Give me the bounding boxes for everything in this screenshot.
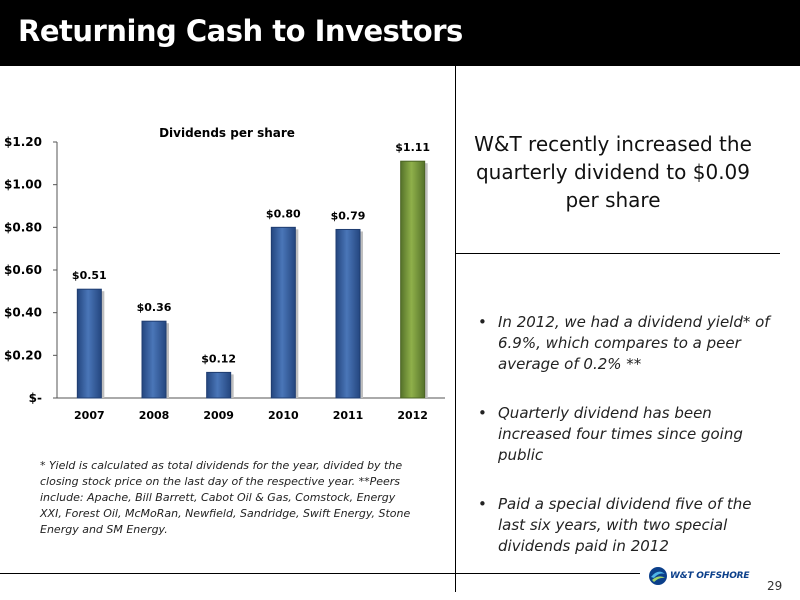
dividends-bar-chart: Dividends per share $- $0.20 $0.40 $0.60 $0.… bbox=[4, 126, 445, 422]
bullet-text: Quarterly dividend has been increased fo… bbox=[498, 404, 743, 464]
y-tick-label: $0.20 bbox=[4, 348, 42, 362]
bar-data-label: $0.80 bbox=[266, 207, 301, 220]
bullet-list: • In 2012, we had a dividend yield* of 6.… bbox=[478, 312, 778, 585]
bullet-item: • In 2012, we had a dividend yield* of 6.… bbox=[478, 312, 778, 375]
bullet-text: Paid a special dividend five of the last… bbox=[498, 495, 752, 555]
bullet-dot: • bbox=[478, 313, 487, 331]
x-tick-label: 2010 bbox=[268, 409, 299, 422]
headline-text: W&T recently increased the quarterly div… bbox=[474, 132, 752, 212]
bullet-dot: • bbox=[478, 495, 487, 513]
bottom-rule bbox=[0, 573, 640, 574]
bar-2009 bbox=[206, 371, 232, 399]
bar-data-label: $1.11 bbox=[395, 141, 430, 154]
y-tick-label: $1.20 bbox=[4, 135, 42, 149]
bar-2011 bbox=[335, 228, 361, 399]
x-tick-label: 2007 bbox=[74, 409, 105, 422]
bar-data-label: $0.79 bbox=[331, 209, 366, 222]
bar-2012 bbox=[400, 160, 426, 399]
bullet-dot: • bbox=[478, 404, 487, 422]
slide-title: Returning Cash to Investors bbox=[18, 14, 463, 48]
x-tick-label: 2012 bbox=[397, 409, 428, 422]
x-tick-label: 2011 bbox=[333, 409, 364, 422]
bullet-text: In 2012, we had a dividend yield* of 6.9… bbox=[498, 313, 770, 373]
company-logo: W&T OFFSHORE bbox=[648, 566, 750, 586]
title-bar: Returning Cash to Investors bbox=[0, 0, 800, 66]
chart-title: Dividends per share bbox=[159, 126, 295, 140]
x-tick-label: 2008 bbox=[139, 409, 170, 422]
bar-data-label: $0.12 bbox=[201, 352, 236, 365]
horizontal-divider bbox=[455, 253, 780, 254]
y-tick-label: $0.60 bbox=[4, 263, 42, 277]
footnote-text: * Yield is calculated as total dividends… bbox=[40, 459, 411, 536]
x-tick-label: 2009 bbox=[203, 409, 234, 422]
y-tick-label: $0.40 bbox=[4, 306, 42, 320]
vertical-divider bbox=[455, 66, 456, 592]
bullet-item: • Paid a special dividend five of the las… bbox=[478, 494, 778, 557]
page-number: 29 bbox=[767, 579, 783, 593]
logo-text: W&T OFFSHORE bbox=[670, 571, 750, 581]
y-tick-label: $0.80 bbox=[4, 220, 42, 234]
bar-data-label: $0.36 bbox=[137, 301, 172, 314]
swirl-logo-icon bbox=[649, 567, 667, 585]
bar-2008 bbox=[141, 320, 167, 399]
y-tick-label: $1.00 bbox=[4, 178, 42, 192]
bar-2010 bbox=[270, 226, 296, 399]
bar-2007 bbox=[76, 288, 102, 399]
y-tick-label: $- bbox=[29, 391, 42, 405]
bullet-item: • Quarterly dividend has been increased f… bbox=[478, 403, 778, 466]
bar-data-label: $0.51 bbox=[72, 269, 107, 282]
